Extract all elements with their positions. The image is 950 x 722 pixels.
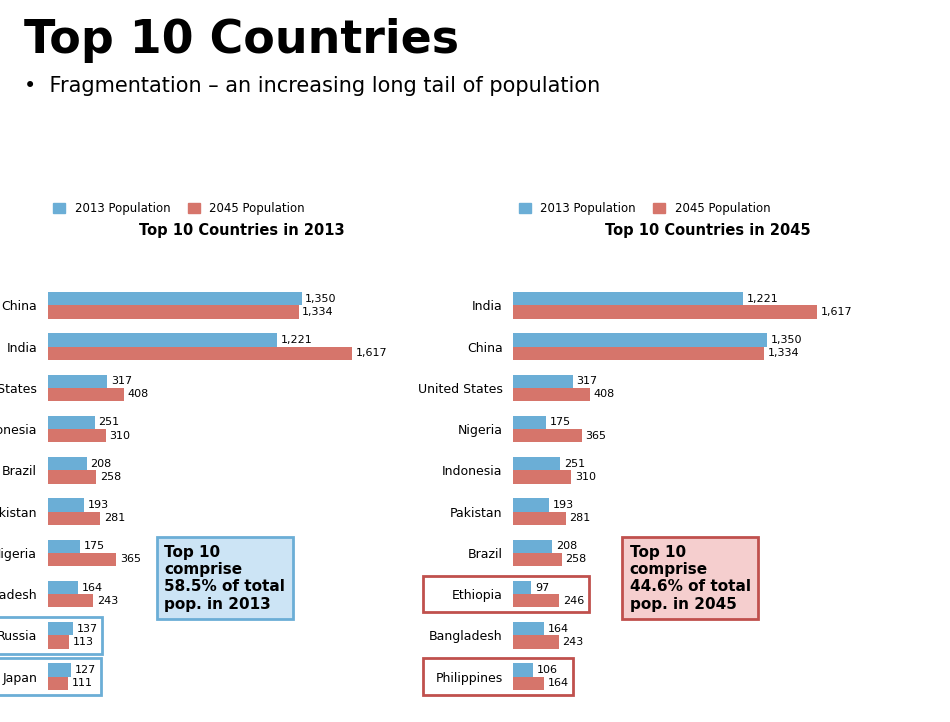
Bar xyxy=(513,581,531,594)
Bar xyxy=(48,581,78,594)
Text: 113: 113 xyxy=(72,637,93,647)
Text: 251: 251 xyxy=(99,417,120,427)
Text: 408: 408 xyxy=(128,389,149,399)
Text: 97: 97 xyxy=(535,583,549,593)
Text: 208: 208 xyxy=(90,458,111,469)
Bar xyxy=(48,470,96,484)
Text: Top 10
comprise
58.5% of total
pop. in 2013: Top 10 comprise 58.5% of total pop. in 2… xyxy=(164,544,285,612)
Bar xyxy=(48,498,84,512)
Text: 281: 281 xyxy=(570,513,591,523)
Bar xyxy=(513,622,543,635)
Text: 1,350: 1,350 xyxy=(770,335,802,345)
Bar xyxy=(48,457,86,470)
Text: 1,221: 1,221 xyxy=(281,335,313,345)
Bar xyxy=(513,594,560,607)
Text: 175: 175 xyxy=(550,417,571,427)
Bar xyxy=(48,292,301,305)
Text: 175: 175 xyxy=(85,542,105,551)
Bar xyxy=(513,334,767,347)
Text: 1,221: 1,221 xyxy=(747,294,778,304)
Bar xyxy=(513,429,581,443)
Text: 137: 137 xyxy=(77,624,98,634)
Text: 164: 164 xyxy=(547,624,569,634)
Text: 251: 251 xyxy=(564,458,585,469)
Bar xyxy=(513,470,571,484)
Bar xyxy=(48,388,124,401)
Text: 281: 281 xyxy=(104,513,125,523)
Bar xyxy=(513,457,560,470)
Bar xyxy=(513,677,543,690)
Bar xyxy=(513,553,561,566)
Bar xyxy=(48,305,298,318)
Text: 164: 164 xyxy=(547,678,569,688)
Text: 246: 246 xyxy=(563,596,584,606)
Text: 310: 310 xyxy=(575,472,596,482)
Text: 1,617: 1,617 xyxy=(821,307,852,317)
Bar xyxy=(48,429,105,443)
Text: 106: 106 xyxy=(537,665,558,675)
Text: 317: 317 xyxy=(111,376,132,386)
Bar xyxy=(513,635,559,648)
Text: 127: 127 xyxy=(75,665,96,675)
Bar xyxy=(48,416,95,429)
Bar xyxy=(513,347,764,360)
Bar xyxy=(48,677,68,690)
Text: 365: 365 xyxy=(585,431,606,440)
Text: Top 10
comprise
44.6% of total
pop. in 2045: Top 10 comprise 44.6% of total pop. in 2… xyxy=(630,544,750,612)
Bar xyxy=(48,539,81,553)
Bar xyxy=(513,305,817,318)
Text: Top 10 Countries: Top 10 Countries xyxy=(24,18,459,63)
Text: 365: 365 xyxy=(120,554,141,565)
Bar xyxy=(48,635,68,648)
Title: Top 10 Countries in 2045: Top 10 Countries in 2045 xyxy=(605,224,810,238)
Text: 243: 243 xyxy=(97,596,118,606)
Text: 1,334: 1,334 xyxy=(768,348,799,358)
Bar xyxy=(513,498,549,512)
Bar xyxy=(48,594,93,607)
Text: 243: 243 xyxy=(562,637,583,647)
Bar xyxy=(48,553,116,566)
Text: 111: 111 xyxy=(72,678,93,688)
Bar xyxy=(48,512,101,525)
Text: 408: 408 xyxy=(594,389,615,399)
Text: •  Fragmentation – an increasing long tail of population: • Fragmentation – an increasing long tai… xyxy=(24,76,600,96)
Legend: 2013 Population, 2045 Population: 2013 Population, 2045 Population xyxy=(519,202,770,215)
Text: 317: 317 xyxy=(577,376,598,386)
Legend: 2013 Population, 2045 Population: 2013 Population, 2045 Population xyxy=(53,202,305,215)
Bar xyxy=(513,292,743,305)
Bar xyxy=(513,512,566,525)
Text: 1,334: 1,334 xyxy=(302,307,333,317)
Bar xyxy=(48,347,352,360)
Text: 1,617: 1,617 xyxy=(355,348,387,358)
Bar xyxy=(48,622,73,635)
Bar xyxy=(513,416,546,429)
Text: 258: 258 xyxy=(100,472,121,482)
Bar xyxy=(48,334,277,347)
Bar xyxy=(513,664,533,677)
Text: 1,350: 1,350 xyxy=(305,294,336,304)
Text: 193: 193 xyxy=(87,500,108,510)
Text: 310: 310 xyxy=(109,431,130,440)
Bar xyxy=(48,664,71,677)
Bar xyxy=(513,539,552,553)
Text: 208: 208 xyxy=(556,542,577,551)
Title: Top 10 Countries in 2013: Top 10 Countries in 2013 xyxy=(140,224,345,238)
Bar xyxy=(513,388,590,401)
Text: 258: 258 xyxy=(565,554,586,565)
Text: 164: 164 xyxy=(82,583,104,593)
Bar xyxy=(513,375,573,388)
Text: 193: 193 xyxy=(553,500,574,510)
Bar xyxy=(48,375,107,388)
